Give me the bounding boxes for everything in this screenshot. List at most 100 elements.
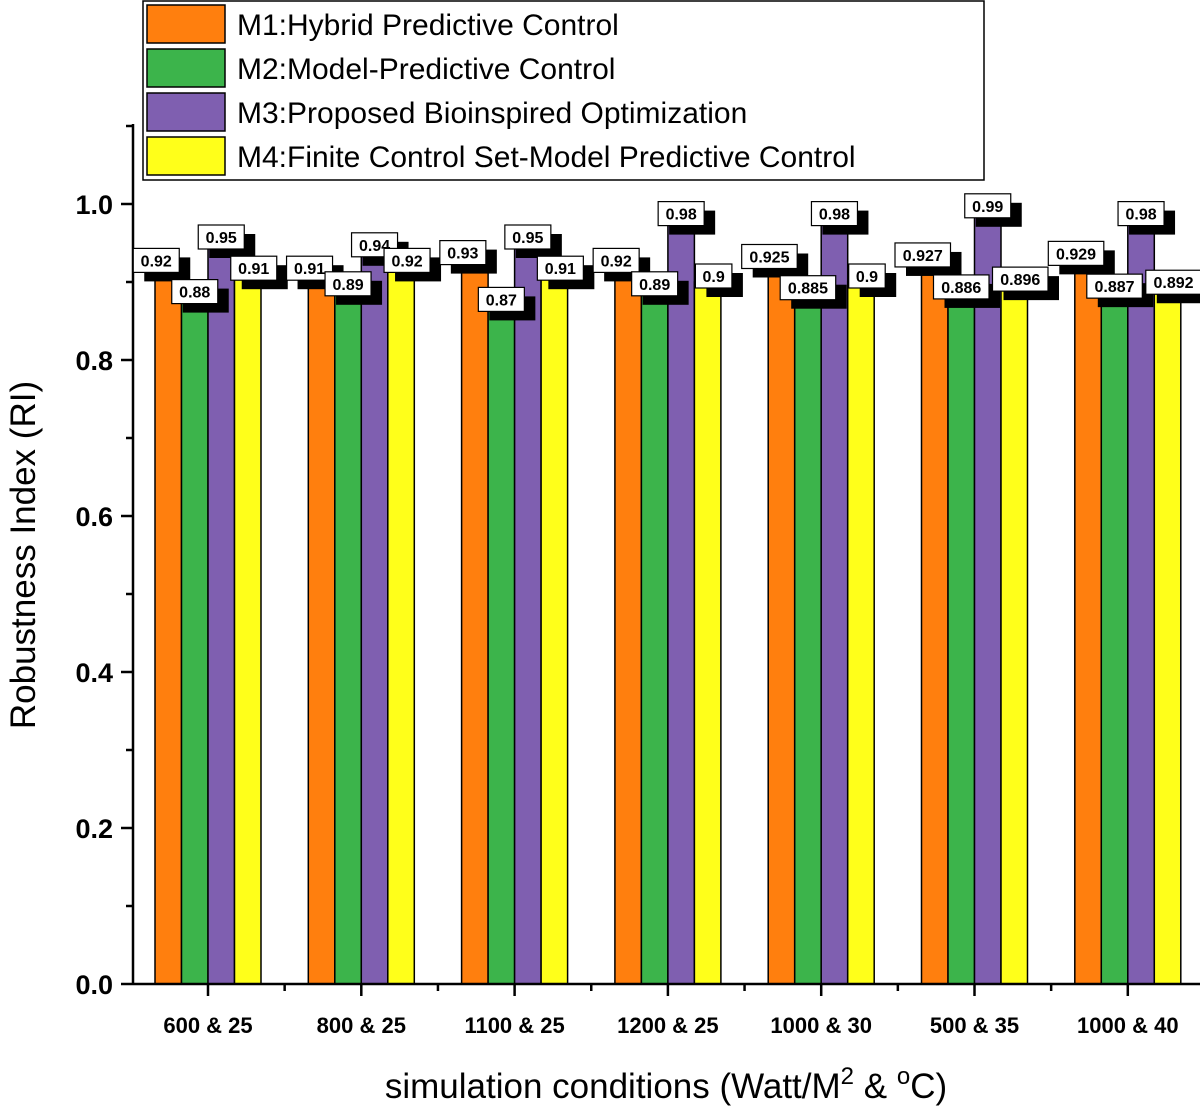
- bar: [1074, 258, 1103, 985]
- legend-label-m3: M3:Proposed Bioinspired Optimization: [237, 97, 747, 130]
- data-label: 0.92: [601, 253, 632, 270]
- data-label: 0.87: [486, 292, 517, 309]
- data-label-box: [1117, 201, 1165, 227]
- data-label-box: [1145, 269, 1200, 295]
- x-tick-label: 1000 & 30: [770, 1013, 872, 1038]
- legend-label-m2: M2:Model-Predictive Control: [237, 53, 615, 86]
- bar: [793, 292, 822, 985]
- bar: [1153, 287, 1182, 985]
- legend-swatch-m1: [146, 4, 226, 44]
- data-label-box: [779, 275, 837, 301]
- data-label-box: [810, 201, 859, 227]
- x-axis-title-sup1: 2: [841, 1063, 854, 1090]
- bar: [920, 260, 949, 985]
- bar: [460, 257, 489, 985]
- data-label: 0.885: [788, 281, 828, 298]
- bar: [334, 289, 363, 985]
- bar: [513, 242, 542, 985]
- bar: [1127, 218, 1156, 985]
- bars-layer: [154, 211, 1182, 985]
- legend-swatch-m4: [146, 136, 226, 176]
- bar: [154, 265, 183, 985]
- x-axis-title-end: C): [910, 1067, 947, 1106]
- legend-label-m1: M1:Hybrid Predictive Control: [237, 9, 619, 42]
- x-axis-title-main: simulation conditions (Watt/M: [385, 1067, 841, 1106]
- data-label-box: [694, 263, 733, 289]
- bar: [387, 265, 416, 985]
- data-label: 0.886: [941, 280, 981, 297]
- bar: [540, 273, 569, 985]
- data-label-box: [132, 247, 180, 273]
- data-label-box: [1086, 273, 1143, 299]
- x-tick-label: 600 & 25: [163, 1013, 252, 1038]
- x-ticks: 600 & 25 800 & 25 1100 & 25 1200 & 25 1000 &…: [163, 984, 1179, 1038]
- x-axis-title-mid: &: [854, 1067, 897, 1106]
- data-label: 0.91: [238, 261, 269, 278]
- data-label-box: [197, 224, 245, 250]
- bar: [1100, 291, 1129, 985]
- data-label-box: [439, 240, 487, 266]
- bar: [973, 211, 1002, 985]
- y-tick-label: 0.4: [75, 658, 113, 688]
- data-label-box: [741, 243, 798, 270]
- bar: [180, 296, 209, 985]
- data-label: 0.88: [179, 285, 210, 302]
- data-label-box: [504, 224, 552, 250]
- data-label: 0.98: [666, 207, 697, 224]
- y-axis-title: Robustness Index (RI): [4, 381, 43, 729]
- legend-item-m2: M2:Model-Predictive Control: [146, 48, 615, 88]
- legend: M1:Hybrid Predictive Control M2:Model-Pr…: [142, 0, 985, 181]
- legend-label-m4: M4:Finite Control Set-Model Predictive C…: [237, 141, 856, 174]
- x-tick-label: 1200 & 25: [617, 1013, 719, 1038]
- x-tick-label: 500 & 35: [930, 1013, 1019, 1038]
- bar: [360, 250, 389, 985]
- x-axis-title-sup2: o: [897, 1063, 910, 1090]
- data-label-box: [536, 255, 584, 281]
- data-label-box: [285, 255, 334, 281]
- legend-item-m1: M1:Hybrid Predictive Control: [146, 4, 619, 44]
- data-label: 0.98: [819, 207, 850, 224]
- data-label-box: [932, 274, 990, 300]
- bar: [947, 292, 976, 985]
- bar: [1000, 284, 1029, 985]
- data-label: 0.896: [1000, 272, 1040, 289]
- data-label: 0.94: [359, 238, 390, 255]
- data-labels: 0.920.880.950.91 0.910.890.940.92 0.930.87…: [132, 193, 1200, 321]
- data-label: 0.95: [512, 230, 543, 247]
- data-label: 0.925: [749, 250, 789, 267]
- data-label: 0.91: [545, 261, 576, 278]
- bar: [307, 273, 336, 985]
- data-label: 0.892: [1154, 275, 1194, 292]
- data-label-box: [964, 193, 1012, 219]
- data-label: 0.93: [447, 246, 478, 263]
- data-label-box: [1047, 240, 1105, 266]
- data-label: 0.92: [141, 253, 172, 270]
- data-label: 0.99: [972, 199, 1003, 216]
- bar: [667, 218, 696, 985]
- data-label-box: [848, 263, 886, 289]
- data-label-box: [324, 271, 372, 297]
- y-ticks: 0.0 0.2 0.4 0.6 0.8 1.0: [75, 124, 133, 1000]
- bar: [640, 289, 669, 985]
- data-label: 0.9: [856, 269, 878, 286]
- data-label-box: [477, 286, 525, 312]
- data-label: 0.927: [903, 248, 943, 265]
- data-label-box: [991, 266, 1049, 292]
- bar: [614, 265, 643, 985]
- bar: [233, 273, 262, 985]
- x-tick-label: 800 & 25: [317, 1013, 406, 1038]
- x-tick-label: 1100 & 25: [464, 1013, 564, 1038]
- legend-swatch-m3: [146, 92, 226, 132]
- y-tick-label: 0.6: [75, 502, 113, 532]
- legend-item-m3: M3:Proposed Bioinspired Optimization: [146, 92, 747, 132]
- bar: [820, 218, 849, 985]
- data-label-box: [383, 247, 431, 273]
- data-label-box: [894, 242, 952, 268]
- data-label: 0.887: [1095, 279, 1135, 296]
- data-label: 0.98: [1125, 207, 1156, 224]
- data-label-box: [631, 271, 679, 297]
- legend-swatch-m2: [146, 48, 226, 88]
- data-label: 0.92: [391, 253, 422, 270]
- data-label: 0.89: [332, 277, 363, 294]
